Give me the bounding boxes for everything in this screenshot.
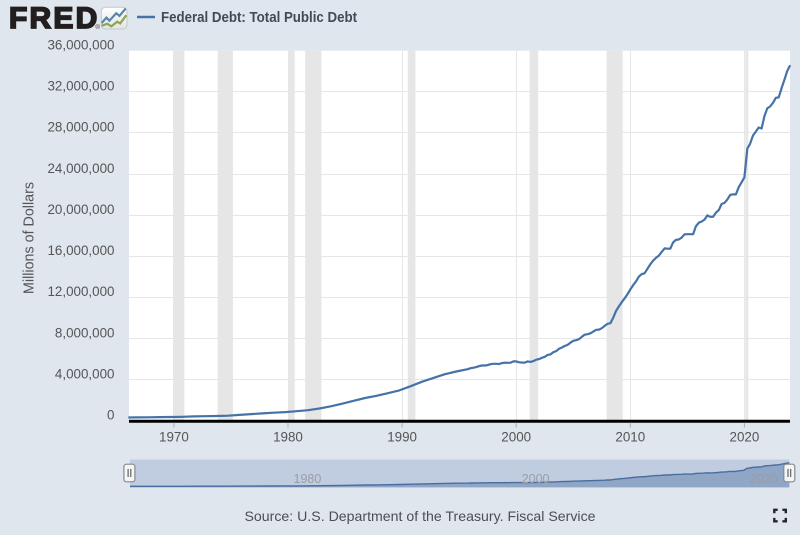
svg-text:20,000,000: 20,000,000 <box>47 202 114 217</box>
svg-text:1990: 1990 <box>387 430 417 445</box>
svg-text:24,000,000: 24,000,000 <box>47 161 114 176</box>
svg-text:28,000,000: 28,000,000 <box>47 120 114 135</box>
svg-text:FRED: FRED <box>9 2 99 35</box>
svg-text:4,000,000: 4,000,000 <box>55 366 115 381</box>
svg-text:2010: 2010 <box>615 430 645 445</box>
svg-text:1980: 1980 <box>294 472 322 486</box>
svg-text:2000: 2000 <box>501 430 531 445</box>
svg-text:16,000,000: 16,000,000 <box>47 243 114 258</box>
svg-text:Source: U.S. Department of the: Source: U.S. Department of the Treasury.… <box>245 509 596 524</box>
svg-text:12,000,000: 12,000,000 <box>47 284 114 299</box>
svg-text:2020: 2020 <box>730 430 760 445</box>
svg-text:Millions of Dollars: Millions of Dollars <box>22 182 38 294</box>
svg-text:2000: 2000 <box>522 472 550 486</box>
svg-text:1970: 1970 <box>159 430 189 445</box>
svg-text:8,000,000: 8,000,000 <box>55 325 115 340</box>
svg-text:0: 0 <box>107 408 114 423</box>
svg-text:32,000,000: 32,000,000 <box>47 79 114 94</box>
svg-text:36,000,000: 36,000,000 <box>47 37 114 52</box>
svg-text:®: ® <box>95 23 100 31</box>
svg-text:2020: 2020 <box>750 472 778 486</box>
svg-text:Federal Debt: Total Public Deb: Federal Debt: Total Public Debt <box>161 10 357 26</box>
svg-text:1980: 1980 <box>273 430 303 445</box>
